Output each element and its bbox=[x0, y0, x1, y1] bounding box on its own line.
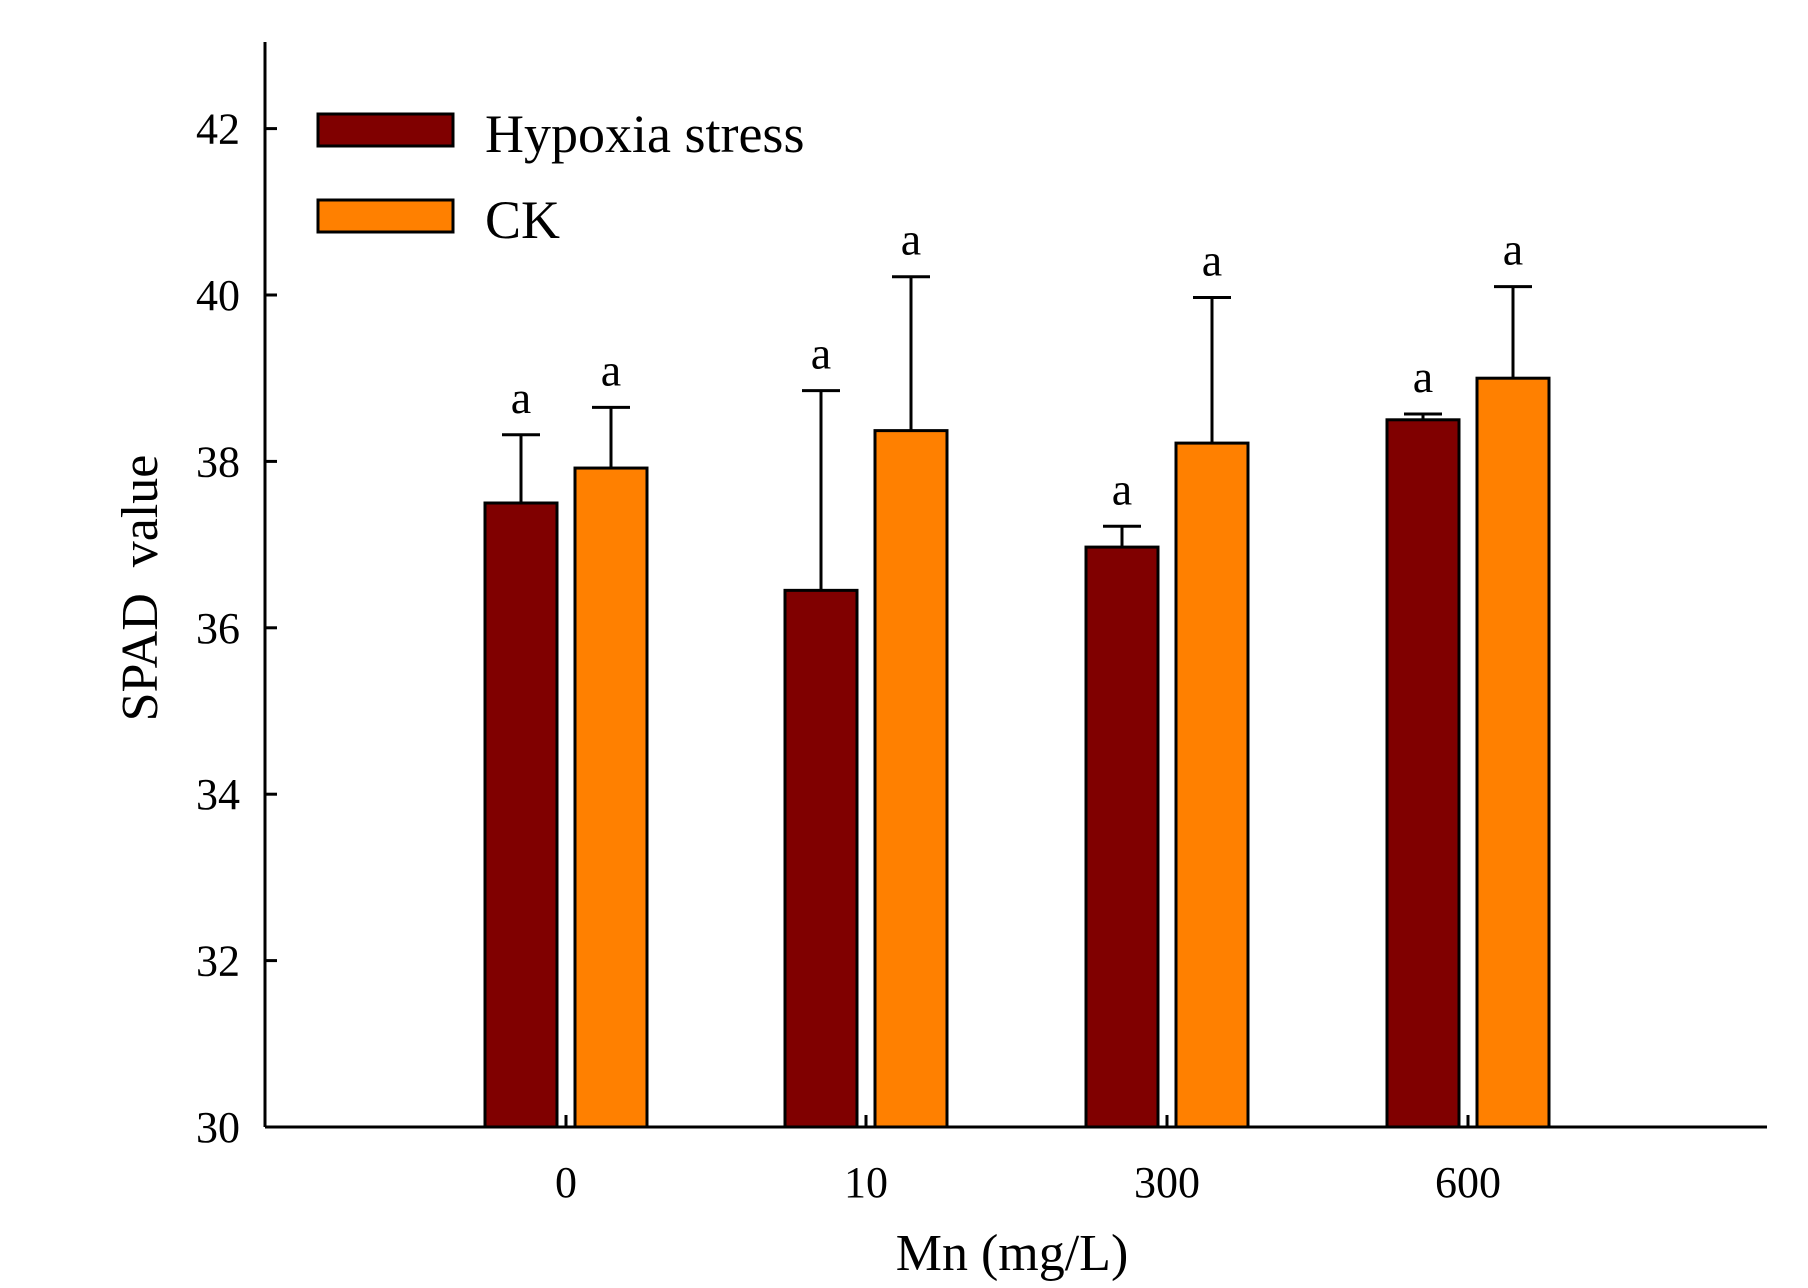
x-tick-label-600: 600 bbox=[1435, 1158, 1501, 1207]
significance-label-hypoxia-stress-300: a bbox=[1112, 463, 1132, 514]
bar-hypoxia-stress-10 bbox=[783, 588, 859, 1129]
y-tick-label-40: 40 bbox=[196, 271, 240, 320]
y-tick-label-42: 42 bbox=[196, 105, 240, 154]
y-tick-label-30: 30 bbox=[196, 1103, 240, 1152]
significance-label-hypoxia-stress-600: a bbox=[1413, 351, 1433, 402]
bar-ck-300 bbox=[1174, 441, 1250, 1129]
bar-ck-0 bbox=[573, 466, 649, 1129]
legend-label-hypoxia-stress: Hypoxia stress bbox=[485, 104, 804, 164]
x-tick-label-0: 0 bbox=[555, 1158, 577, 1207]
significance-label-hypoxia-stress-10: a bbox=[811, 328, 831, 379]
legend: Hypoxia stress CK bbox=[316, 104, 804, 250]
bar-ck-10 bbox=[873, 429, 949, 1129]
error-bars-layer bbox=[502, 275, 1532, 591]
significance-label-ck-600: a bbox=[1503, 224, 1523, 275]
significance-label-ck-300: a bbox=[1202, 234, 1222, 285]
legend-label-ck: CK bbox=[485, 190, 560, 250]
ticks-layer: 30 32 34 36 38 40 42 0 10 300 600 bbox=[196, 105, 1501, 1207]
significance-labels-layer: a a a a a a a a bbox=[511, 214, 1523, 515]
x-tick-label-10: 10 bbox=[844, 1158, 888, 1207]
y-axis-title: SPAD value bbox=[112, 455, 169, 722]
bar-ck-600 bbox=[1475, 376, 1551, 1129]
bars-layer bbox=[483, 376, 1551, 1129]
significance-label-ck-10: a bbox=[901, 214, 921, 265]
x-axis-title: Mn (mg/L) bbox=[896, 1225, 1129, 1282]
y-tick-label-34: 34 bbox=[196, 770, 240, 819]
significance-label-ck-0: a bbox=[601, 344, 621, 395]
x-tick-label-300: 300 bbox=[1134, 1158, 1200, 1207]
y-tick-label-38: 38 bbox=[196, 437, 240, 486]
bar-hypoxia-stress-0 bbox=[483, 501, 559, 1129]
bar-hypoxia-stress-600 bbox=[1385, 418, 1461, 1129]
axes-layer bbox=[263, 42, 1767, 1129]
bar-hypoxia-stress-300 bbox=[1084, 545, 1160, 1129]
legend-swatch-hypoxia-stress bbox=[316, 112, 455, 148]
y-tick-label-36: 36 bbox=[196, 604, 240, 653]
significance-label-hypoxia-stress-0: a bbox=[511, 372, 531, 423]
legend-swatch-ck bbox=[316, 198, 455, 234]
y-tick-label-32: 32 bbox=[196, 937, 240, 986]
